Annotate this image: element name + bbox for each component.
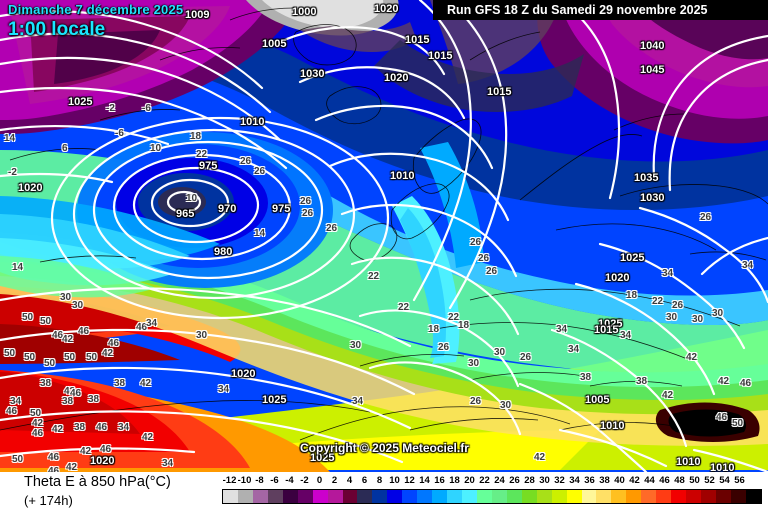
scale-tick: 8 — [376, 475, 383, 486]
color-swatch — [447, 490, 462, 503]
color-swatch — [626, 490, 642, 503]
scale-tick: -2 — [300, 475, 309, 486]
color-swatch — [312, 490, 328, 503]
color-swatch — [611, 490, 627, 503]
scale-tick: 34 — [569, 475, 580, 486]
color-swatch — [327, 490, 343, 503]
color-swatch — [536, 490, 552, 503]
scale-tick: -8 — [255, 475, 264, 486]
color-swatch — [641, 490, 657, 503]
scale-tick: -10 — [237, 475, 252, 486]
legend-subtitle: (+ 174h) — [24, 493, 73, 508]
scale-tick: -6 — [270, 475, 279, 486]
scale-tick: 36 — [584, 475, 595, 486]
scale-tick: 40 — [614, 475, 625, 486]
color-swatch — [252, 490, 268, 503]
color-swatch — [223, 490, 238, 503]
scale-tick: 48 — [674, 475, 685, 486]
color-swatch — [596, 490, 612, 503]
scale-tick: 52 — [704, 475, 715, 486]
scale-tick: 2 — [331, 475, 338, 486]
scale-tick: 30 — [539, 475, 550, 486]
scale-tick: 24 — [494, 475, 505, 486]
model-run-bar: Run GFS 18 Z du Samedi 29 novembre 2025 — [433, 0, 768, 20]
scale-tick: 42 — [629, 475, 640, 486]
legend-title: Theta E à 850 hPa(°C) — [24, 474, 171, 490]
scale-tick: 32 — [554, 475, 565, 486]
scale-tick: 28 — [524, 475, 535, 486]
color-swatch — [372, 490, 388, 503]
scale-tick: 4 — [346, 475, 353, 486]
scale-tick: 18 — [449, 475, 460, 486]
color-scale-swatches — [222, 489, 762, 504]
color-swatch — [282, 490, 298, 503]
color-swatch — [297, 490, 313, 503]
color-swatch — [432, 490, 448, 503]
scale-tick: 56 — [734, 475, 745, 486]
color-swatch — [237, 490, 253, 503]
color-swatch — [506, 490, 522, 503]
color-swatch — [521, 490, 537, 503]
model-run-label: Run GFS 18 Z du Samedi 29 novembre 2025 — [447, 3, 708, 17]
color-swatch — [730, 490, 746, 503]
color-swatch — [491, 490, 507, 503]
scale-tick: 50 — [689, 475, 700, 486]
scale-tick: 46 — [659, 475, 670, 486]
scale-tick: 6 — [361, 475, 368, 486]
legend-bar: Theta E à 850 hPa(°C) (+ 174h) -12 -10 -8-… — [0, 472, 768, 512]
color-swatch — [701, 490, 716, 503]
color-swatch — [686, 490, 701, 503]
scale-tick: 26 — [509, 475, 520, 486]
color-swatch — [462, 490, 477, 503]
color-swatch — [715, 490, 731, 503]
scale-tick: 16 — [434, 475, 445, 486]
scale-tick: -12 — [222, 475, 237, 486]
copyright-label: Copyright © 2025 Meteociel.fr — [300, 441, 469, 455]
color-swatch — [357, 490, 373, 503]
color-swatch — [566, 490, 582, 503]
color-swatch — [671, 490, 687, 503]
color-swatch — [745, 490, 761, 503]
color-swatch — [342, 490, 358, 503]
color-scale-ticks: -12 -10 -8 -6 -4 -2 0 2 4 6 8 10 12 14 16 18 20 22 24 26 28 3… — [222, 475, 762, 488]
color-swatch — [656, 490, 672, 503]
color-swatch — [551, 490, 567, 503]
color-scale: -12 -10 -8 -6 -4 -2 0 2 4 6 8 10 12 14 16 18 20 22 24 26 28 3… — [222, 475, 762, 509]
scale-tick: 14 — [419, 475, 430, 486]
color-swatch — [402, 490, 418, 503]
scale-tick: -4 — [285, 475, 294, 486]
scale-tick: 22 — [479, 475, 490, 486]
color-swatch — [581, 490, 597, 503]
color-swatch — [476, 490, 492, 503]
scale-tick: 12 — [404, 475, 415, 486]
scale-tick: 10 — [389, 475, 400, 486]
weather-map-canvas[interactable]: 1025 1020 1009 1020 1015 1015 1040 1045 1005 1000… — [0, 0, 768, 472]
color-swatch — [267, 490, 283, 503]
scale-tick: 38 — [599, 475, 610, 486]
color-swatch — [417, 490, 433, 503]
scale-tick: 0 — [316, 475, 323, 486]
map-raster — [0, 0, 768, 472]
scale-tick: 20 — [464, 475, 475, 486]
scale-tick: 44 — [644, 475, 655, 486]
color-swatch — [387, 490, 403, 503]
scale-tick: 54 — [719, 475, 730, 486]
